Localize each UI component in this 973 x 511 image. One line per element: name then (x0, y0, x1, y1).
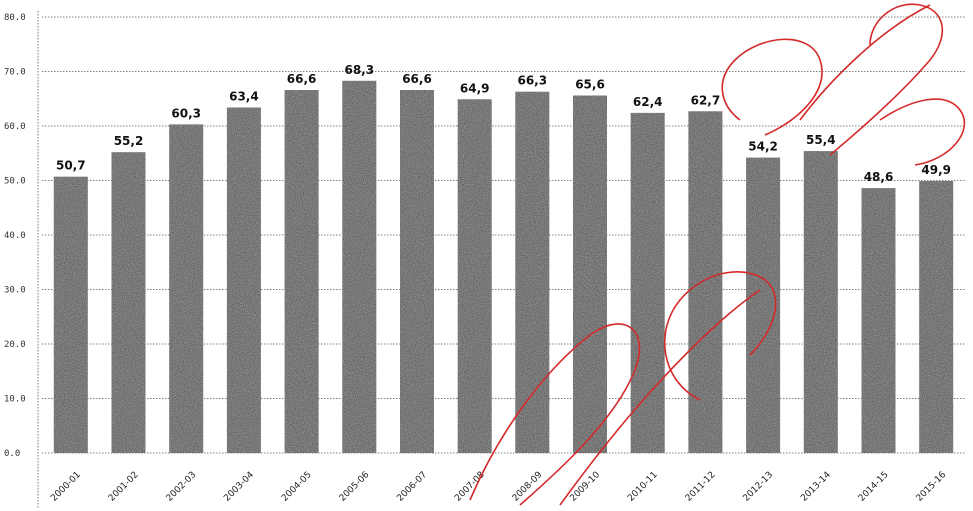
data-label: 55,4 (806, 133, 836, 147)
data-label: 66,6 (402, 72, 432, 86)
bar (630, 112, 665, 454)
data-label: 64,9 (460, 81, 490, 95)
y-tick-label: 0.0 (4, 449, 20, 459)
x-tick-label: 2013-14 (799, 470, 833, 504)
data-label: 49,9 (921, 163, 951, 177)
x-tick-label: 2001-02 (107, 470, 141, 504)
y-tick-label: 60.0 (4, 122, 26, 132)
x-axis: 2000-01 2001-02 2002-03 2003-04 2004-05 2005-… (49, 470, 948, 504)
bar (803, 151, 838, 453)
y-axis: 0.0 10.0 20.0 30.0 40.0 50.0 60.0 70.0 80.0 (4, 11, 39, 508)
y-tick-label: 70.0 (4, 68, 26, 78)
data-label: 63,4 (229, 90, 259, 104)
data-label: 62,4 (633, 95, 663, 109)
watermark-stroke (721, 38, 823, 136)
x-tick-label: 2015-16 (915, 470, 949, 504)
data-label: 65,6 (575, 78, 605, 92)
watermark-stroke (469, 323, 641, 506)
data-label: 48,6 (864, 170, 894, 184)
watermark-stroke (879, 98, 966, 166)
x-tick-label: 2012-13 (742, 470, 776, 504)
data-label: 62,7 (691, 93, 721, 107)
bar (342, 80, 377, 454)
bars (53, 80, 954, 454)
watermark (469, 3, 966, 506)
bar (457, 99, 492, 454)
bar (573, 95, 607, 453)
y-tick-label: 10.0 (4, 395, 26, 405)
x-tick-label: 2004-05 (280, 470, 314, 504)
x-tick-label: 2014-15 (857, 470, 891, 504)
x-tick-label: 2000-01 (49, 470, 83, 504)
y-tick-label: 30.0 (4, 286, 26, 296)
bar (400, 90, 434, 453)
x-tick-label: 2005-06 (338, 470, 372, 504)
data-label: 50,7 (56, 159, 86, 173)
bar (688, 111, 723, 454)
data-label: 68,3 (344, 63, 374, 77)
x-tick-label: 2010-11 (626, 470, 660, 504)
bar (746, 157, 781, 453)
y-tick-label: 80.0 (4, 13, 26, 23)
data-label: 60,3 (171, 106, 201, 120)
bar (284, 90, 319, 453)
data-label: 66,6 (287, 72, 317, 86)
x-tick-label: 2006-07 (395, 470, 429, 504)
bar (53, 176, 88, 453)
y-tick-label: 50.0 (4, 177, 26, 187)
watermark-stroke (559, 289, 761, 506)
y-tick-label: 40.0 (4, 231, 26, 241)
watermark-stroke (799, 4, 931, 121)
bar (861, 188, 896, 453)
x-tick-label: 2011-12 (684, 470, 718, 504)
data-label: 66,3 (517, 74, 547, 88)
x-tick-label: 2003-04 (222, 470, 256, 504)
bar (111, 152, 146, 453)
bar (515, 91, 550, 453)
x-tick-label: 2002-03 (165, 470, 199, 504)
data-labels: 50,7 55,2 60,3 63,4 66,6 68,3 66,6 64,9 66,3 65,6… (56, 63, 951, 184)
data-label: 55,2 (114, 134, 144, 148)
watermark-stroke (829, 3, 944, 156)
y-tick-label: 20.0 (4, 340, 26, 350)
data-label: 54,2 (748, 140, 778, 154)
bar (226, 107, 261, 453)
bar (169, 124, 204, 454)
watermark-stroke (663, 271, 777, 401)
bar (919, 181, 954, 453)
